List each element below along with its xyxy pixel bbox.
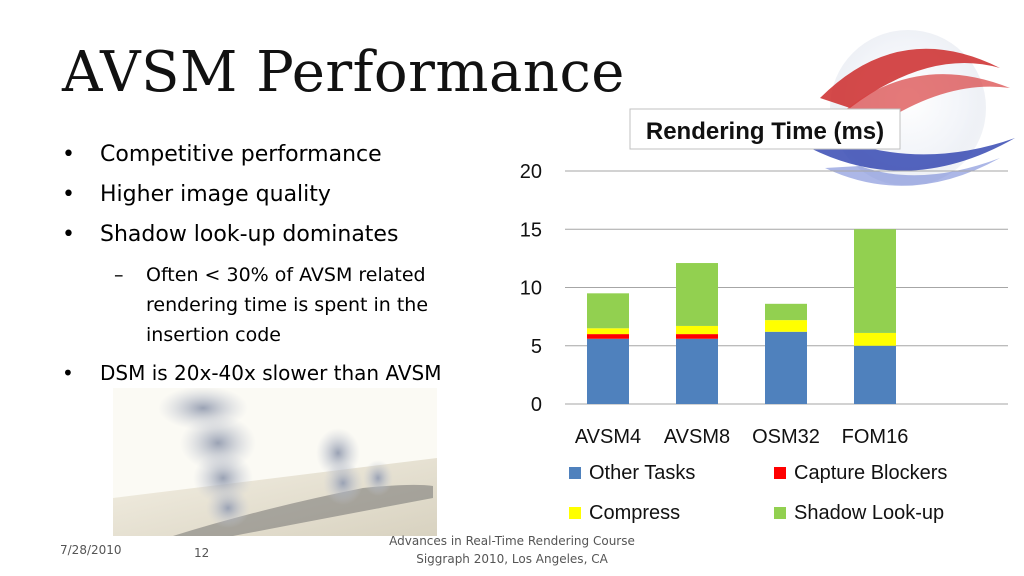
chart-title: Rendering Time (ms) [646, 118, 884, 145]
bar-segment [765, 320, 807, 332]
legend-swatch [569, 467, 581, 479]
y-tick-label: 5 [531, 336, 542, 358]
sub-bullet-item: – Often < 30% of AVSM related rendering … [60, 260, 456, 350]
bar-segment [587, 338, 629, 404]
bar-segment [676, 338, 718, 404]
legend-label: Compress [589, 502, 680, 524]
y-tick-label: 15 [520, 219, 542, 241]
bar-segment [854, 345, 896, 404]
bar-segment [676, 334, 718, 339]
bar-segment [765, 303, 807, 321]
legend-swatch [774, 507, 786, 519]
legend-label: Other Tasks [589, 462, 695, 484]
bullet-glyph: • [62, 142, 75, 167]
slide-title: AVSM Performance [62, 40, 625, 105]
x-tick-label: AVSM8 [664, 426, 730, 448]
footer-line-1: Advances in Real-Time Rendering Course [389, 534, 635, 548]
bar-segment [854, 332, 896, 346]
bar-segment [765, 331, 807, 404]
bullet-glyph: • [62, 182, 75, 207]
rendering-time-chart: Rendering Time (ms) 0 5 10 15 20 AVSM4 AVSM8 O… [520, 108, 1008, 524]
bullet-text: DSM is 20x-40x slower than AVSM [100, 361, 442, 385]
bullet-item: • DSM is 20x-40x slower than AVSM [60, 358, 480, 388]
footer-date: 7/28/2010 [60, 543, 122, 557]
bullet-text: Higher image quality [100, 182, 331, 207]
legend-label: Capture Blockers [794, 462, 947, 484]
y-tick-label: 0 [531, 394, 542, 416]
bar-segment [587, 334, 629, 339]
footer-line-2: Siggraph 2010, Los Angeles, CA [416, 552, 608, 566]
legend-swatch [774, 467, 786, 479]
y-tick-label: 20 [520, 161, 542, 183]
bullet-glyph: • [62, 361, 74, 385]
bar-segment [676, 263, 718, 326]
bar-segment [587, 328, 629, 335]
bar-segment [587, 293, 629, 329]
bullet-text: Shadow look-up dominates [100, 222, 399, 247]
legend-swatch [569, 507, 581, 519]
bullet-list: • Competitive performance • Higher image… [60, 140, 480, 398]
x-tick-label: FOM16 [842, 426, 909, 448]
sub-bullet-text: Often < 30% of AVSM related rendering ti… [146, 264, 429, 346]
bullet-glyph: • [62, 222, 75, 247]
x-tick-label: AVSM4 [575, 426, 641, 448]
dash-glyph: – [114, 264, 124, 286]
bullet-text: Competitive performance [100, 142, 382, 167]
footer-course-info: Advances in Real-Time Rendering Course S… [362, 532, 662, 568]
bullet-item: • Higher image quality [60, 180, 480, 210]
bullet-item: • Shadow look-up dominates [60, 220, 480, 250]
footer-page-number: 12 [194, 546, 210, 560]
x-tick-label: OSM32 [752, 426, 820, 448]
bar-segment [854, 229, 896, 333]
y-tick-label: 10 [520, 278, 542, 300]
bar-segment [676, 325, 718, 335]
chart-title-box [629, 108, 901, 150]
smoke-render-image [113, 388, 437, 536]
legend-label: Shadow Look-up [794, 502, 944, 524]
bullet-item: • Competitive performance [60, 140, 480, 170]
